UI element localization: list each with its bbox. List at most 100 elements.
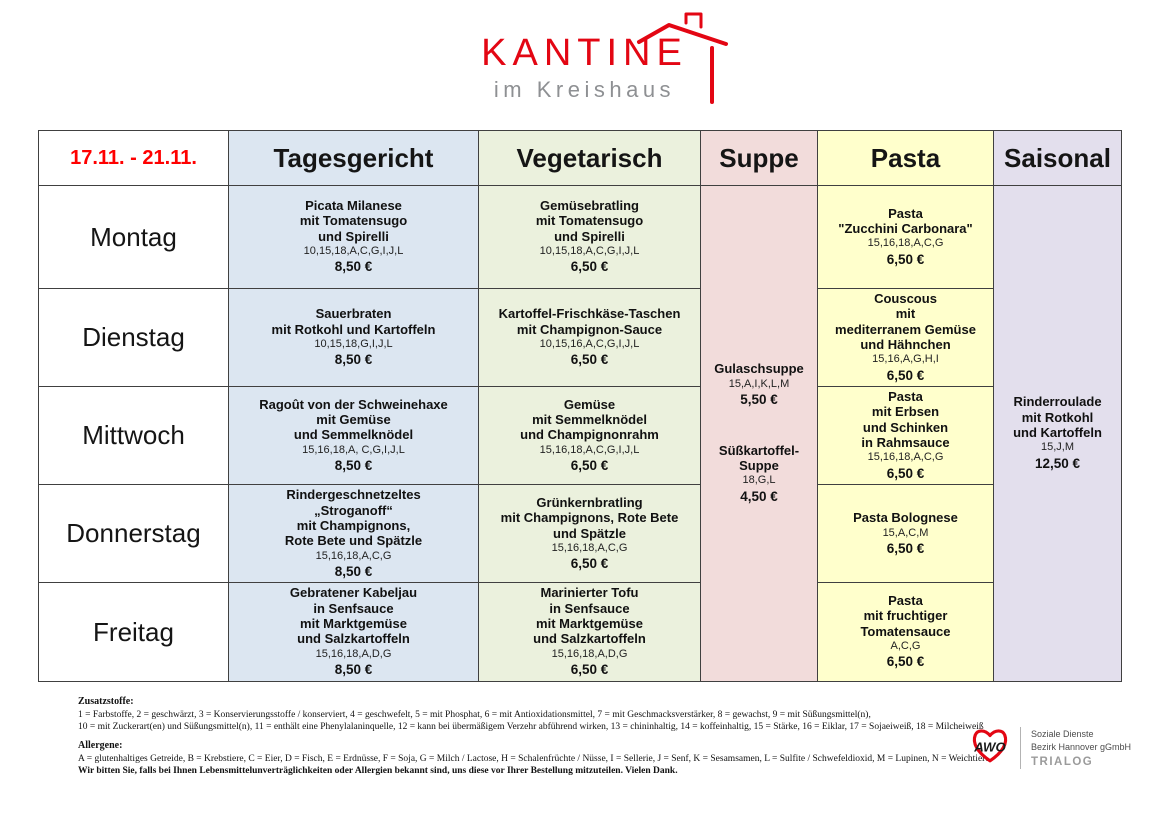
dish: Rinderroulade mit Rotkohl und Kartoffeln…: [997, 394, 1118, 472]
dish: Couscous mit mediterranem Gemüse und Häh…: [821, 291, 990, 384]
dish: Kartoffel-Frischkäse-Taschen mit Champig…: [482, 306, 697, 369]
dish: Pasta mit Erbsen und Schinken in Rahmsau…: [821, 389, 990, 482]
dish: Gemüsebratling mit Tomatensugo und Spire…: [482, 198, 697, 276]
dish-price: 12,50 €: [1034, 455, 1081, 471]
date-range: 17.11. - 21.11.: [38, 130, 229, 186]
dish-allergens: 15,16,18,A,C,G: [315, 549, 392, 562]
dish-allergens: 15,16,18,A,C,G: [867, 451, 944, 464]
awo-line-1: Soziale Dienste: [1031, 729, 1094, 739]
dish: Pasta "Zucchini Carbonara" 15,16,18,A,C,…: [821, 206, 990, 269]
allergene-heading: Allergene:: [78, 740, 123, 752]
day-label-mittwoch: Mittwoch: [38, 386, 229, 486]
day-label-freitag: Freitag: [38, 582, 229, 682]
kantine-logo-subtitle: im Kreishaus: [493, 76, 676, 102]
cell-freitag-pasta: Pasta mit fruchtiger Tomatensauce A,C,G …: [817, 582, 994, 682]
awo-logo: AWO Soziale Dienste Bezirk Hannover gGmb…: [970, 726, 1131, 769]
dish-price: 8,50 €: [334, 259, 373, 275]
dish-name: Picata Milanese mit Tomatensugo und Spir…: [299, 198, 408, 244]
dish-name: Gebratener Kabeljau in Senfsauce mit Mar…: [289, 585, 418, 647]
zusatzstoffe-line-1: 1 = Farbstoffe, 2 = geschwärzt, 3 = Kons…: [78, 709, 871, 720]
dish-name: Pasta Bolognese: [853, 510, 958, 526]
dish: Pasta Bolognese 15,A,C,M 6,50 €: [821, 510, 990, 557]
footnotes: Zusatzstoffe: 1 = Farbstoffe, 2 = geschw…: [78, 696, 990, 777]
dish-price: 6,50 €: [886, 654, 925, 670]
zusatzstoffe-heading: Zusatzstoffe:: [78, 696, 134, 707]
cell-freitag-vegetarisch: Marinierter Tofu in Senfsauce mit Marktg…: [478, 582, 701, 682]
awo-heart-icon: AWO: [972, 729, 1008, 763]
dish-allergens: 10,15,16,A,C,G,I,J,L: [539, 337, 640, 350]
cell-suppe-week: Gulaschsuppe 15,A,I,K,L,M 5,50 € Süßkart…: [700, 185, 818, 682]
dish-name: Grünkernbratling mit Champignons, Rote B…: [500, 494, 679, 541]
kantine-logo: KANTINE im Kreishaus: [0, 12, 1169, 104]
cell-donnerstag-tagesgericht: Rindergeschnetzeltes „Stroganoff“ mit Ch…: [228, 484, 479, 584]
dish-name: Gemüse mit Semmelknödel und Champignonra…: [520, 396, 659, 443]
dish-price: 8,50 €: [334, 352, 373, 368]
cell-mittwoch-tagesgericht: Ragoût von der Schweinehaxe mit Gemüse u…: [228, 386, 479, 486]
zusatzstoffe-line-2: 10 = mit Zuckerart(en) und Süßungsmittel…: [78, 721, 984, 732]
dish-name: Rinderroulade mit Rotkohl und Kartoffeln: [1013, 394, 1102, 441]
row-freitag: Freitag Gebratener Kabeljau in Senfsauce…: [38, 582, 1122, 682]
dish: Pasta mit fruchtiger Tomatensauce A,C,G …: [821, 593, 990, 671]
cell-dienstag-tagesgericht: Sauerbraten mit Rotkohl und Kartoffeln 1…: [228, 287, 479, 388]
dish-allergens: 15,16,18,A,C,G,I,J,L: [539, 443, 640, 456]
row-mittwoch: Mittwoch Ragoût von der Schweinehaxe mit…: [38, 386, 1122, 486]
awo-wordmark: AWO: [973, 739, 1005, 754]
dish-name: Ragoût von der Schweinehaxe mit Gemüse u…: [259, 396, 448, 443]
cell-donnerstag-pasta: Pasta Bolognese 15,A,C,M 6,50 €: [817, 484, 994, 584]
cell-dienstag-pasta: Couscous mit mediterranem Gemüse und Häh…: [817, 287, 994, 388]
dish-name: Couscous mit mediterranem Gemüse und Häh…: [835, 291, 976, 352]
dish-allergens: 10,15,18,G,I,J,L: [314, 337, 393, 350]
dish: Ragoût von der Schweinehaxe mit Gemüse u…: [232, 397, 475, 475]
awo-divider: [1020, 727, 1021, 769]
dish-allergens: 18,G,L: [742, 474, 776, 487]
cell-mittwoch-pasta: Pasta mit Erbsen und Schinken in Rahmsau…: [817, 386, 994, 486]
cell-donnerstag-vegetarisch: Grünkernbratling mit Champignons, Rote B…: [478, 484, 701, 584]
cell-montag-pasta: Pasta "Zucchini Carbonara" 15,16,18,A,C,…: [817, 185, 994, 289]
dish-name: Pasta mit fruchtiger Tomatensauce: [860, 593, 951, 639]
dish-price: 6,50 €: [886, 251, 925, 267]
awo-line-2: Bezirk Hannover gGmbH: [1031, 742, 1132, 753]
row-montag: Montag Picata Milanese mit Tomatensugo u…: [38, 185, 1122, 682]
dish-price: 8,50 €: [334, 458, 373, 474]
column-header-suppe: Suppe: [700, 130, 818, 186]
cell-montag-vegetarisch: Gemüsebratling mit Tomatensugo und Spire…: [478, 185, 701, 289]
allergene-line: A = glutenhaltiges Getreide, B = Krebsti…: [78, 753, 990, 764]
dish-allergens: 15,A,I,K,L,M: [728, 377, 790, 390]
column-header-pasta: Pasta: [817, 130, 994, 186]
column-header-vegetarisch: Vegetarisch: [478, 130, 701, 186]
dish-price: 8,50 €: [334, 662, 373, 678]
dish-allergens: 15,16,18,A, C,G,I,J,L: [302, 443, 405, 456]
dish-price: 6,50 €: [886, 465, 925, 481]
dish: Picata Milanese mit Tomatensugo und Spir…: [232, 198, 475, 276]
dish-name: Rindergeschnetzeltes „Stroganoff“ mit Ch…: [284, 487, 423, 549]
allergy-notice: Wir bitten Sie, falls bei Ihnen Lebensmi…: [78, 766, 678, 777]
dish-allergens: 15,J,M: [1040, 441, 1074, 454]
dish-allergens: 10,15,18,A,C,G,I,J,L: [303, 245, 404, 258]
cell-montag-tagesgericht: Picata Milanese mit Tomatensugo und Spir…: [228, 185, 479, 289]
dish: Sauerbraten mit Rotkohl und Kartoffeln 1…: [232, 306, 475, 369]
dish-name: Gulaschsuppe: [714, 361, 804, 377]
awo-trialog: TRIALOG: [1031, 756, 1094, 769]
cell-dienstag-vegetarisch: Kartoffel-Frischkäse-Taschen mit Champig…: [478, 287, 701, 388]
dish: Grünkernbratling mit Champignons, Rote B…: [482, 495, 697, 573]
dish-allergens: 15,16,18,A,C,G: [551, 541, 628, 554]
dish-name: Sauerbraten mit Rotkohl und Kartoffeln: [271, 306, 436, 337]
dish: Gemüse mit Semmelknödel und Champignonra…: [482, 397, 697, 475]
cell-saisonal-week: Rinderroulade mit Rotkohl und Kartoffeln…: [993, 185, 1122, 682]
dish: Gebratener Kabeljau in Senfsauce mit Mar…: [232, 585, 475, 678]
day-label-dienstag: Dienstag: [38, 287, 229, 388]
dish-allergens: 15,16,A,G,H,I: [872, 353, 939, 366]
cell-freitag-tagesgericht: Gebratener Kabeljau in Senfsauce mit Mar…: [228, 582, 479, 682]
dish-allergens: 15,16,18,A,D,G: [551, 647, 628, 660]
awo-textblock: Soziale Dienste Bezirk Hannover gGmbH TR…: [1031, 726, 1131, 768]
dish-allergens: A,C,G: [890, 640, 921, 653]
weekly-menu-table: 17.11. - 21.11. Tagesgericht Vegetarisch…: [38, 130, 1122, 682]
row-donnerstag: Donnerstag Rindergeschnetzeltes „Strogan…: [38, 484, 1122, 584]
dish-price: 6,50 €: [886, 367, 925, 383]
column-header-tagesgericht: Tagesgericht: [228, 130, 479, 186]
dish: Gulaschsuppe 15,A,I,K,L,M 5,50 €: [714, 361, 804, 408]
dish-price: 5,50 €: [740, 392, 778, 408]
column-header-saisonal: Saisonal: [993, 130, 1122, 186]
dish-price: 4,50 €: [740, 488, 778, 504]
